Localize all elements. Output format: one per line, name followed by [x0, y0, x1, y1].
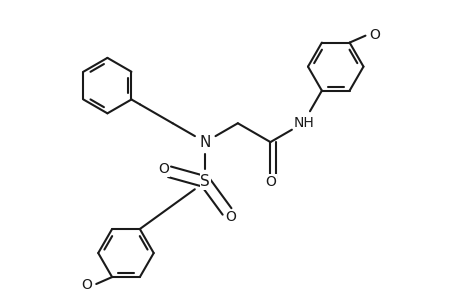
Text: O: O: [369, 28, 380, 42]
Text: O: O: [225, 210, 236, 224]
Text: O: O: [81, 278, 92, 292]
Text: NH: NH: [293, 116, 313, 130]
Text: N: N: [199, 135, 211, 150]
Text: O: O: [264, 175, 275, 189]
Text: S: S: [200, 174, 210, 189]
Text: O: O: [158, 162, 169, 176]
